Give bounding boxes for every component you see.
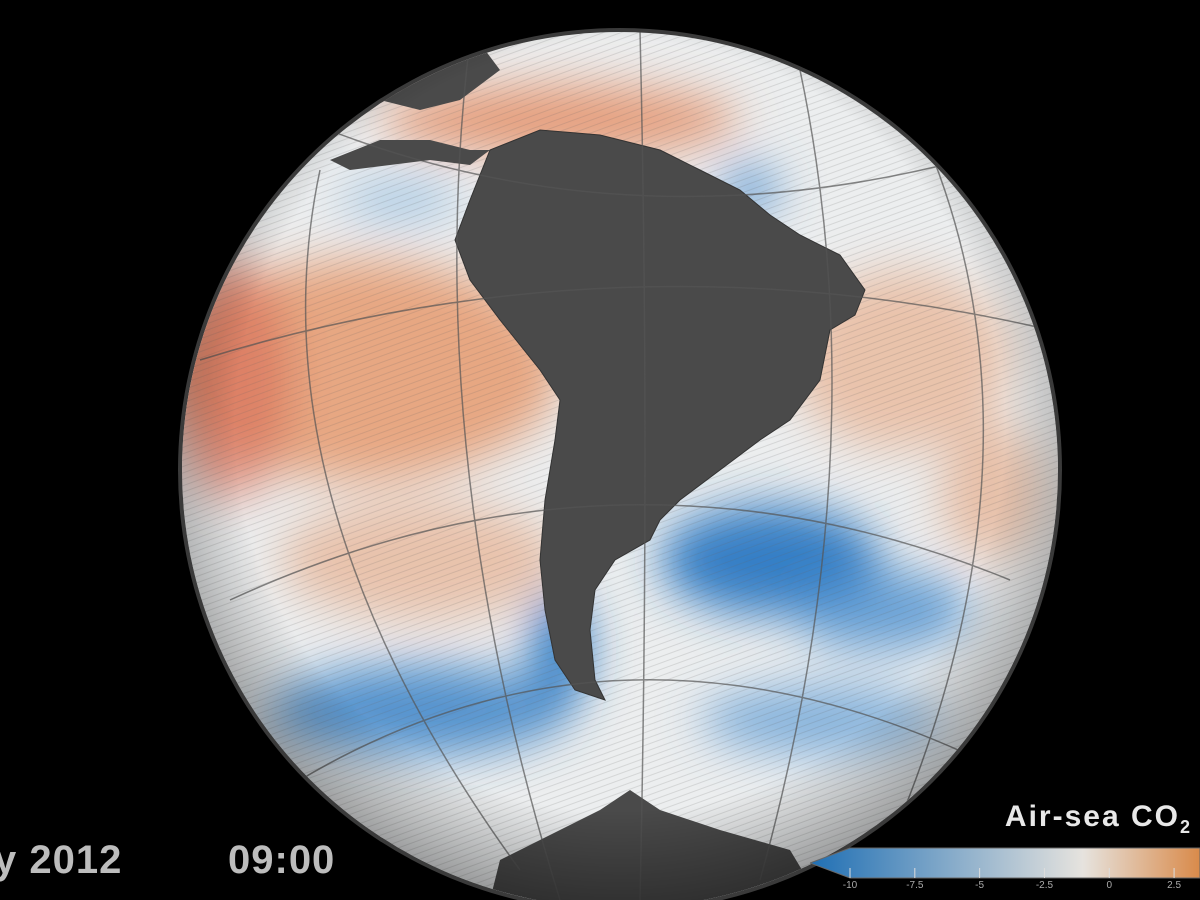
colorbar-tick-label: -10	[842, 880, 858, 891]
time-label: 09:00	[228, 838, 336, 882]
colorbar-tick-label: -7.5	[906, 880, 924, 891]
colorbar-tick-label: -5	[975, 880, 985, 891]
date-label: y 2012	[0, 838, 123, 882]
colorbar-tick-label: 2.5	[1167, 880, 1182, 891]
legend-title-subscript: 2	[1179, 817, 1192, 837]
colorbar-tick-label: -2.5	[1035, 880, 1054, 891]
colorbar	[810, 847, 1200, 879]
colorbar-gradient	[810, 847, 1200, 879]
globe-shading	[182, 32, 1058, 900]
colorbar-tick-label: 0	[1106, 880, 1113, 891]
legend-title: Air-sea CO2	[1005, 800, 1192, 838]
legend-title-text: Air-sea CO	[1004, 800, 1180, 833]
